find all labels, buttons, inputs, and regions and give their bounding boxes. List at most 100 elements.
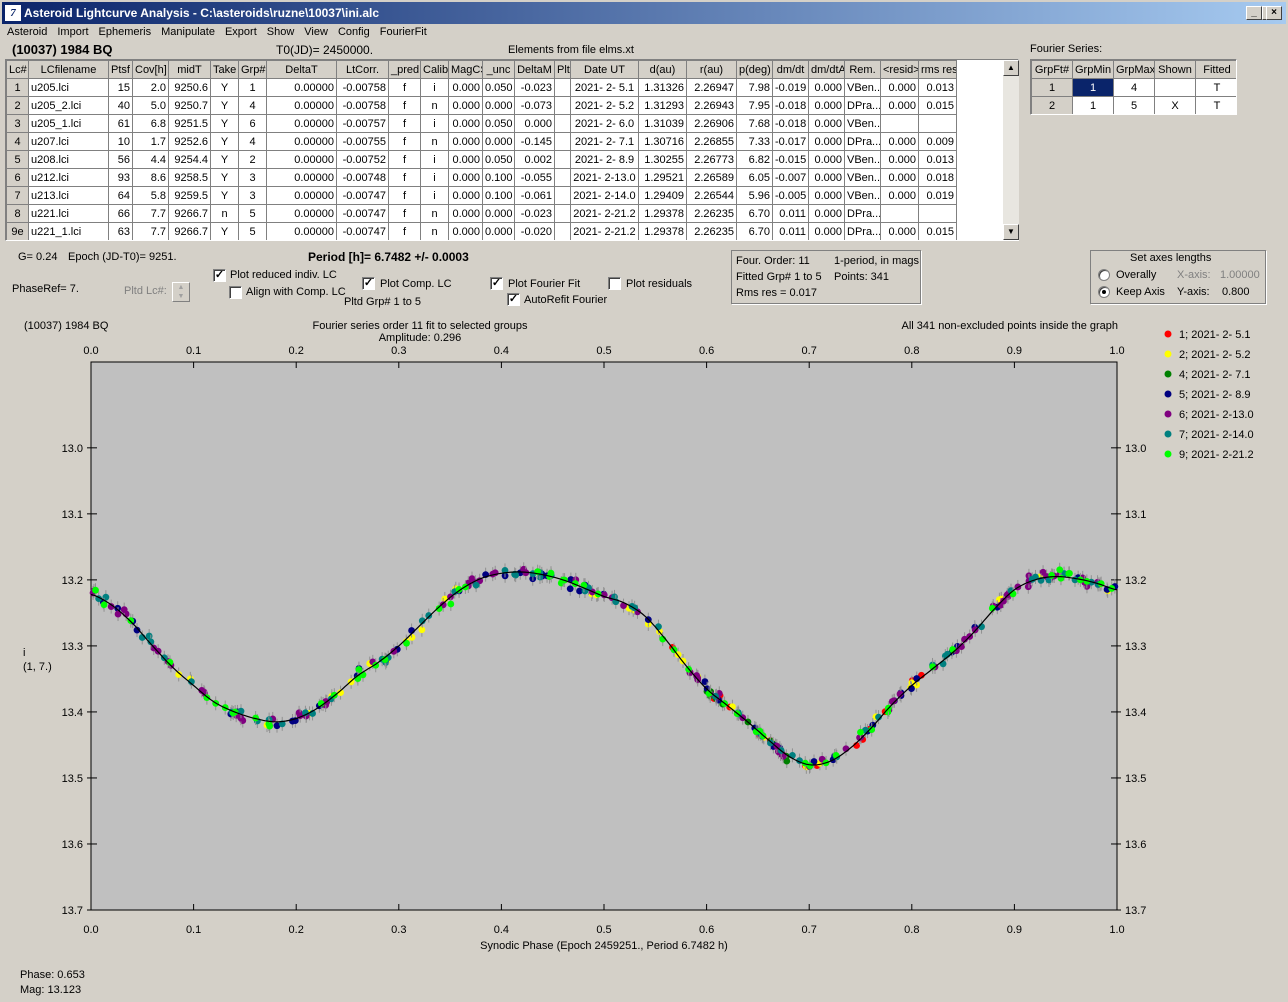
lc-table-cell[interactable]: 2021- 2- 7.1 — [570, 132, 639, 151]
lc-table-cell[interactable]: 0.00000 — [266, 96, 337, 115]
lc-table-cell[interactable]: 9266.7 — [168, 204, 211, 223]
menu-config[interactable]: Config — [337, 26, 370, 38]
lc-table-cell[interactable]: n — [420, 204, 449, 223]
lc-col-header[interactable]: <resid> — [880, 60, 919, 79]
lc-table-cell[interactable]: 0.013 — [918, 150, 957, 169]
lc-table-cell[interactable]: u205.lci — [28, 78, 109, 97]
lc-table-cell[interactable]: 3 — [238, 186, 267, 205]
lc-table-cell[interactable]: 0.000 — [808, 132, 845, 151]
fourier-table-cell[interactable]: 1 — [1072, 78, 1114, 97]
fourier-table-cell[interactable] — [1154, 78, 1196, 97]
lc-table-cell[interactable] — [554, 186, 571, 205]
lc-table-cell[interactable]: 2021- 2-13.0 — [570, 168, 639, 187]
pltd-lc-spinner[interactable]: ▲ ▼ — [172, 282, 190, 302]
lc-table-cell[interactable]: 1.31039 — [638, 114, 687, 133]
lc-table-cell[interactable]: u205_1.lci — [28, 114, 109, 133]
lc-table-cell[interactable]: -0.00747 — [336, 186, 389, 205]
lc-table-cell[interactable]: 0.000 — [880, 96, 919, 115]
lc-table-cell[interactable]: n — [420, 132, 449, 151]
fourier-table-cell[interactable]: T — [1195, 96, 1236, 114]
lc-col-header[interactable]: midT — [168, 60, 211, 79]
lc-table-cell[interactable]: -0.00752 — [336, 150, 389, 169]
lc-table-cell[interactable]: u208.lci — [28, 150, 109, 169]
lc-table-cell[interactable]: 1.29378 — [638, 222, 687, 240]
lc-table-cell[interactable]: -0.007 — [772, 168, 809, 187]
lc-table-cell[interactable]: 0.015 — [918, 96, 957, 115]
lc-table-cell[interactable]: i — [420, 114, 449, 133]
lc-table-cell[interactable]: 0.00000 — [266, 132, 337, 151]
align-comp-checkbox[interactable] — [229, 286, 242, 299]
lc-table-cell[interactable]: 1.7 — [132, 132, 169, 151]
lc-table-cell[interactable]: i — [420, 186, 449, 205]
lc-table-cell[interactable]: DPra... — [844, 222, 881, 240]
lc-table-scrollbar[interactable]: ▲ ▼ — [1003, 60, 1019, 240]
lc-table-row[interactable]: 4 u207.lci 10 1.7 9252.6 Y 4 0.00000 -0.00755 f n 0… — [6, 132, 957, 151]
lc-table-cell[interactable]: 0.050 — [482, 78, 515, 97]
lc-table-cell[interactable]: 6 — [238, 114, 267, 133]
lc-table-cell[interactable]: u212.lci — [28, 168, 109, 187]
lc-table-cell[interactable]: 5 — [238, 222, 267, 240]
lc-table-cell[interactable]: 0.000 — [808, 78, 845, 97]
lc-table-cell[interactable] — [554, 222, 571, 240]
lc-table-cell[interactable]: 6.70 — [736, 204, 773, 223]
lc-table-cell[interactable]: 7.7 — [132, 204, 169, 223]
lc-table-cell[interactable]: 2.26773 — [686, 150, 737, 169]
lc-table-cell[interactable]: i — [420, 78, 449, 97]
lc-table-cell[interactable]: 0.019 — [918, 186, 957, 205]
fourier-table-cell[interactable]: 5 — [1113, 96, 1155, 114]
lc-table-cell[interactable]: 0.000 — [808, 222, 845, 240]
lc-table-cell[interactable]: 0.000 — [448, 222, 483, 240]
lc-table-cell[interactable]: n — [420, 96, 449, 115]
lc-table-row[interactable]: 1 u205.lci 15 2.0 9250.6 Y 1 0.00000 -0.00758 f i 0… — [6, 78, 957, 97]
scroll-up-icon[interactable]: ▲ — [1003, 60, 1019, 76]
lc-table-cell[interactable]: Y — [210, 96, 239, 115]
lc-col-header[interactable]: MagCS — [448, 60, 483, 79]
lc-table-cell[interactable]: 9252.6 — [168, 132, 211, 151]
lc-table-cell[interactable]: 93 — [108, 168, 133, 187]
lc-table-cell[interactable]: Y — [210, 114, 239, 133]
lc-table-cell[interactable]: 2.0 — [132, 78, 169, 97]
fourier-col-header[interactable]: GrpFt# — [1031, 60, 1073, 79]
lc-table-cell[interactable]: i — [420, 168, 449, 187]
lc-col-header[interactable]: LCfilename — [28, 60, 109, 79]
lc-table-cell[interactable]: 6.82 — [736, 150, 773, 169]
lc-table-cell[interactable]: 0.00000 — [266, 186, 337, 205]
fourier-table-cell[interactable]: 1 — [1072, 96, 1114, 114]
lc-col-header[interactable]: Take — [210, 60, 239, 79]
lc-table-cell[interactable]: VBen... — [844, 78, 881, 97]
scroll-down-icon[interactable]: ▼ — [1003, 224, 1019, 240]
lc-table-cell[interactable]: f — [388, 222, 421, 240]
lc-table-cell[interactable]: f — [388, 132, 421, 151]
lc-table-cell[interactable] — [554, 168, 571, 187]
lc-col-header[interactable]: rms res — [918, 60, 957, 79]
lc-table-cell[interactable]: 0.000 — [448, 132, 483, 151]
lc-col-header[interactable]: Lc# — [6, 60, 29, 79]
lc-table-cell[interactable] — [554, 150, 571, 169]
lc-table-cell[interactable]: 1.31293 — [638, 96, 687, 115]
lc-table-cell[interactable]: -0.00758 — [336, 78, 389, 97]
lc-col-header[interactable]: DeltaT — [266, 60, 337, 79]
lc-table-cell[interactable]: -0.018 — [772, 114, 809, 133]
lc-table-cell[interactable]: 10 — [108, 132, 133, 151]
menu-manipulate[interactable]: Manipulate — [161, 26, 215, 38]
lc-table-cell[interactable]: f — [388, 150, 421, 169]
close-button[interactable]: × — [1266, 6, 1282, 20]
lc-table-cell[interactable]: Y — [210, 222, 239, 240]
lc-table-cell[interactable]: f — [388, 186, 421, 205]
lc-table-cell[interactable]: 9266.7 — [168, 222, 211, 240]
lc-table-cell[interactable]: 61 — [108, 114, 133, 133]
overally-radio[interactable] — [1098, 269, 1110, 281]
lc-table-cell[interactable]: -0.018 — [772, 96, 809, 115]
lc-table-cell[interactable]: 0.000 — [482, 204, 515, 223]
lightcurve-plot-panel[interactable]: (10037) 1984 BQ Fourier series order 11 f… — [20, 314, 1268, 960]
lc-table-cell[interactable]: 2021- 2-21.2 — [570, 222, 639, 240]
lc-row-header[interactable]: 1 — [6, 78, 29, 97]
menu-show[interactable]: Show — [266, 26, 295, 38]
lc-table-cell[interactable]: 0.100 — [482, 168, 515, 187]
lc-table-cell[interactable]: 9251.5 — [168, 114, 211, 133]
lc-table-cell[interactable]: VBen... — [844, 114, 881, 133]
lc-table-cell[interactable]: 0.000 — [880, 150, 919, 169]
lc-table-cell[interactable]: 9250.7 — [168, 96, 211, 115]
lc-col-header[interactable]: Grp# — [238, 60, 267, 79]
lc-table-cell[interactable]: DPra... — [844, 132, 881, 151]
